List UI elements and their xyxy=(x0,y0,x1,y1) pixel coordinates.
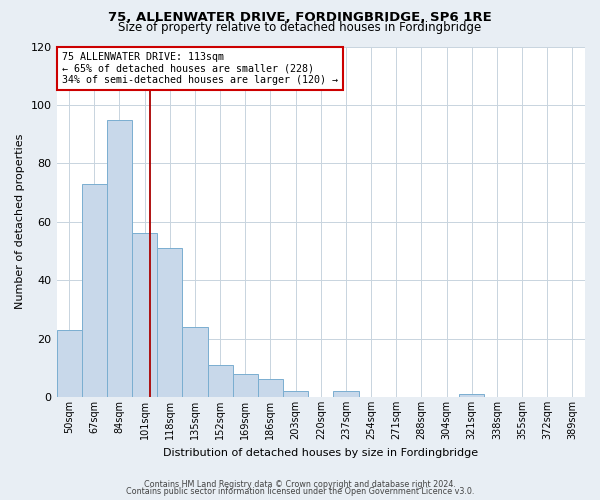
Bar xyxy=(107,120,132,397)
Text: Contains public sector information licensed under the Open Government Licence v3: Contains public sector information licen… xyxy=(126,487,474,496)
Bar xyxy=(56,330,82,397)
Bar xyxy=(82,184,107,397)
Bar xyxy=(208,365,233,397)
Bar xyxy=(132,234,157,397)
Bar xyxy=(182,327,208,397)
Text: 75 ALLENWATER DRIVE: 113sqm
← 65% of detached houses are smaller (228)
34% of se: 75 ALLENWATER DRIVE: 113sqm ← 65% of det… xyxy=(62,52,338,85)
Bar xyxy=(258,380,283,397)
Bar xyxy=(334,391,359,397)
X-axis label: Distribution of detached houses by size in Fordingbridge: Distribution of detached houses by size … xyxy=(163,448,478,458)
Text: 75, ALLENWATER DRIVE, FORDINGBRIDGE, SP6 1RE: 75, ALLENWATER DRIVE, FORDINGBRIDGE, SP6… xyxy=(108,11,492,24)
Bar xyxy=(283,391,308,397)
Text: Size of property relative to detached houses in Fordingbridge: Size of property relative to detached ho… xyxy=(118,21,482,34)
Bar xyxy=(459,394,484,397)
Text: Contains HM Land Registry data © Crown copyright and database right 2024.: Contains HM Land Registry data © Crown c… xyxy=(144,480,456,489)
Bar xyxy=(157,248,182,397)
Bar xyxy=(233,374,258,397)
Y-axis label: Number of detached properties: Number of detached properties xyxy=(15,134,25,310)
